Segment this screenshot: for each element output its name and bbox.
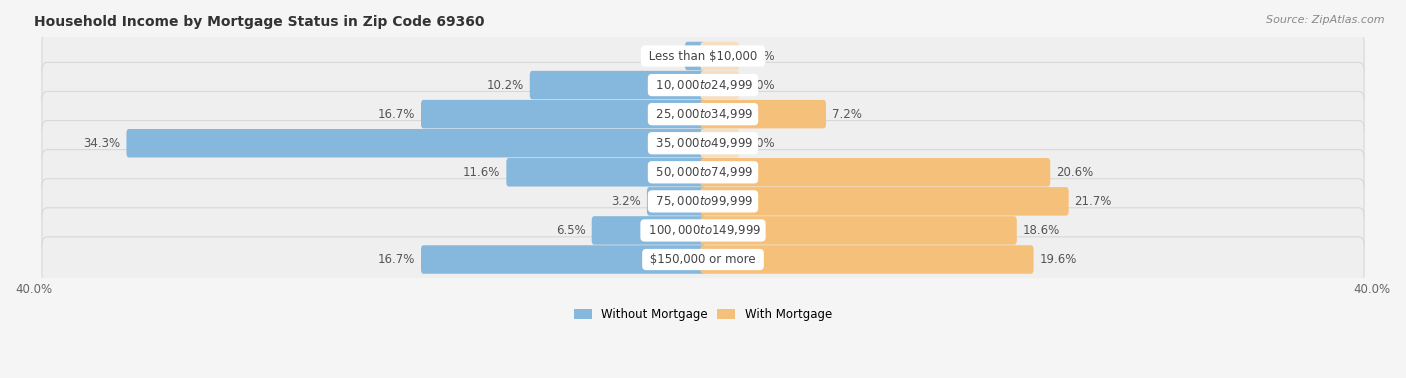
Legend: Without Mortgage, With Mortgage: Without Mortgage, With Mortgage (569, 303, 837, 325)
Text: 0.0%: 0.0% (745, 50, 775, 62)
FancyBboxPatch shape (700, 158, 1050, 186)
FancyBboxPatch shape (700, 42, 740, 70)
FancyBboxPatch shape (42, 62, 1364, 108)
Text: 0.93%: 0.93% (643, 50, 679, 62)
Text: $35,000 to $49,999: $35,000 to $49,999 (652, 136, 754, 150)
FancyBboxPatch shape (685, 42, 706, 70)
Text: Source: ZipAtlas.com: Source: ZipAtlas.com (1267, 15, 1385, 25)
FancyBboxPatch shape (420, 245, 706, 274)
Text: 0.0%: 0.0% (745, 79, 775, 91)
FancyBboxPatch shape (700, 100, 825, 129)
FancyBboxPatch shape (700, 187, 1069, 215)
FancyBboxPatch shape (42, 150, 1364, 195)
Text: $150,000 or more: $150,000 or more (647, 253, 759, 266)
Text: 19.6%: 19.6% (1039, 253, 1077, 266)
Text: $10,000 to $24,999: $10,000 to $24,999 (652, 78, 754, 92)
FancyBboxPatch shape (700, 129, 740, 158)
Text: 21.7%: 21.7% (1074, 195, 1112, 208)
Text: 18.6%: 18.6% (1022, 224, 1060, 237)
Text: Household Income by Mortgage Status in Zip Code 69360: Household Income by Mortgage Status in Z… (34, 15, 484, 29)
Text: 11.6%: 11.6% (463, 166, 501, 179)
FancyBboxPatch shape (42, 237, 1364, 282)
Text: 34.3%: 34.3% (83, 137, 121, 150)
Text: 20.6%: 20.6% (1056, 166, 1094, 179)
Text: 0.0%: 0.0% (745, 137, 775, 150)
Text: 16.7%: 16.7% (378, 253, 415, 266)
FancyBboxPatch shape (42, 121, 1364, 166)
FancyBboxPatch shape (420, 100, 706, 129)
Text: 3.2%: 3.2% (612, 195, 641, 208)
FancyBboxPatch shape (530, 71, 706, 99)
FancyBboxPatch shape (592, 216, 706, 245)
Text: $50,000 to $74,999: $50,000 to $74,999 (652, 165, 754, 179)
Text: $25,000 to $34,999: $25,000 to $34,999 (652, 107, 754, 121)
Text: 7.2%: 7.2% (832, 108, 862, 121)
FancyBboxPatch shape (42, 33, 1364, 79)
Text: 16.7%: 16.7% (378, 108, 415, 121)
FancyBboxPatch shape (127, 129, 706, 158)
FancyBboxPatch shape (647, 187, 706, 215)
FancyBboxPatch shape (700, 71, 740, 99)
Text: Less than $10,000: Less than $10,000 (645, 50, 761, 62)
Text: 6.5%: 6.5% (557, 224, 586, 237)
FancyBboxPatch shape (42, 179, 1364, 224)
Text: $75,000 to $99,999: $75,000 to $99,999 (652, 194, 754, 208)
FancyBboxPatch shape (506, 158, 706, 186)
FancyBboxPatch shape (700, 245, 1033, 274)
FancyBboxPatch shape (42, 91, 1364, 137)
FancyBboxPatch shape (700, 216, 1017, 245)
Text: 10.2%: 10.2% (486, 79, 524, 91)
FancyBboxPatch shape (42, 208, 1364, 253)
Text: $100,000 to $149,999: $100,000 to $149,999 (644, 223, 762, 237)
